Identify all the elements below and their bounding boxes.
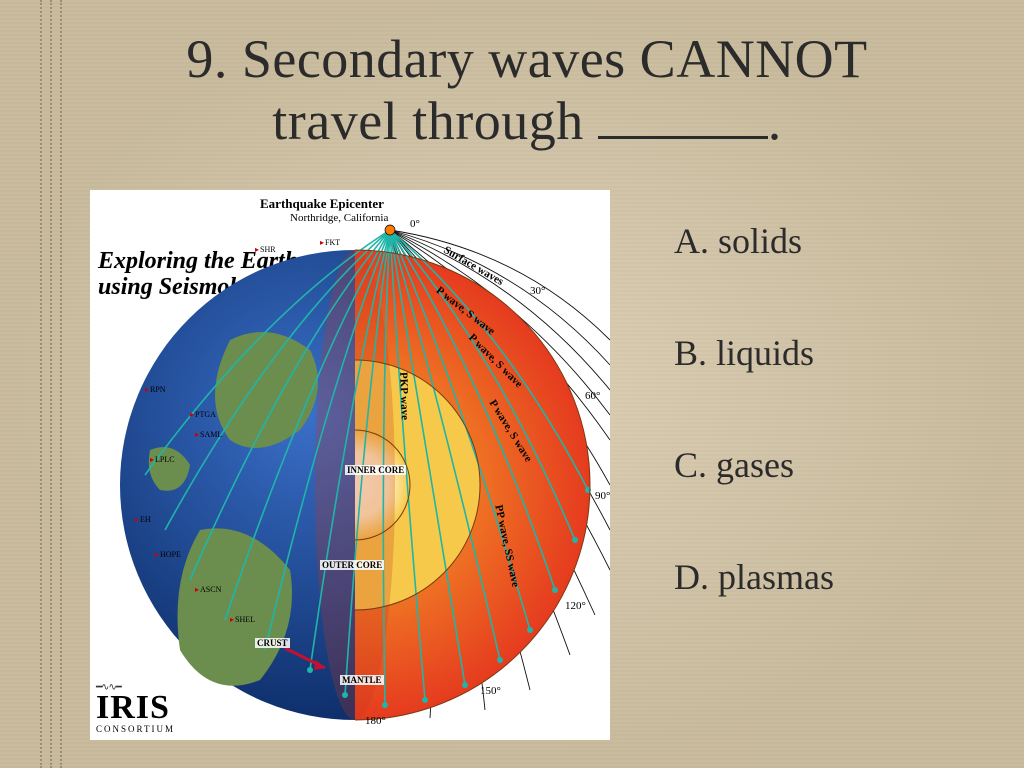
slide: 9. Secondary waves CANNOT travel through… [0,0,1024,768]
station: LPLC [150,455,175,464]
title-line1: 9. Secondary waves CANNOT [186,29,867,89]
label-crust: CRUST [255,638,290,648]
iris-sub: CONSORTIUM [96,724,196,734]
answer-a[interactable]: A. solids [664,220,964,262]
wave-label-5: PKP wave [397,372,411,420]
question-title: 9. Secondary waves CANNOT travel through… [70,28,984,152]
label-mantle: MANTLE [340,675,384,685]
station: HOPE [155,550,181,559]
answer-b[interactable]: B. liquids [664,332,964,374]
seismology-figure: Earthquake Epicenter Northridge, Califor… [90,190,610,740]
angle-90: 90° [595,490,610,502]
station: FKT [320,238,340,247]
margin-dots [40,0,64,768]
label-inner-core: INNER CORE [345,465,406,475]
epicenter-marker [385,225,395,235]
title-line2-prefix: travel through [272,91,597,151]
station: SAML [195,430,222,439]
answer-d[interactable]: D. plasmas [664,556,964,598]
station: EH [135,515,151,524]
blank-line [598,133,768,139]
angle-180: 180° [365,715,386,727]
title-line2-suffix: . [768,91,782,151]
angle-30: 30° [530,285,545,297]
answer-list: A. solids B. liquids C. gases D. plasmas [664,220,964,598]
station: ASCN [195,585,221,594]
label-outer-core: OUTER CORE [320,560,384,570]
station: SHR [255,245,276,254]
answer-c[interactable]: C. gases [664,444,964,486]
station: SHEL [230,615,255,624]
angle-60: 60° [585,390,600,402]
iris-logo-block: ━∿∿━ IRIS CONSORTIUM [96,682,196,734]
angle-150: 150° [480,685,501,697]
station: RPN [145,385,166,394]
iris-logo: IRIS [96,693,196,724]
angle-0: 0° [410,218,420,230]
station: PTGA [190,410,216,419]
angle-120: 120° [565,600,586,612]
